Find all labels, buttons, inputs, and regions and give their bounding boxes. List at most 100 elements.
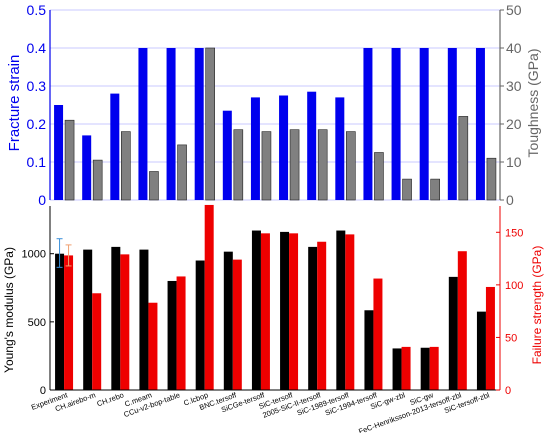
fracture-strain-bar [166,48,176,200]
failure-strength-bar [345,234,355,390]
fracture-strain-bar [335,97,345,200]
fracture-strain-bar [363,48,373,200]
youngs-modulus-bar [167,280,177,390]
toughness-bar [289,129,300,201]
youngs-modulus-bar [251,230,261,390]
fracture-strain-bar [279,95,289,200]
failure-strength-bar [289,233,299,390]
failure-strength-bar [120,254,130,390]
youngs-modulus-bar [392,348,402,390]
youngs-modulus-bar [336,230,346,390]
bottom-left-tick-label: 0 [40,385,46,397]
failure-strength-bar [148,302,158,390]
bottom-axes [49,206,501,391]
top-axes [49,10,501,200]
fracture-strain-bar [475,48,485,200]
toughness-bar [92,159,103,201]
failure-strength-bar [260,233,270,390]
top-left-tick-label: 0.2 [27,116,47,132]
bottom-right-axis-label: Failure strength (GPa) [530,246,544,365]
bottom-chart: 0 500 1000 0 50 100 150 ExperimentCH.airebo-m… [2,204,544,433]
toughness-bar [149,171,159,201]
failure-strength-bar [232,259,242,390]
toughness-bar [430,178,440,201]
toughness-bar [261,131,272,201]
fracture-strain-bar [54,105,64,200]
top-left-tick-labels: 0 0.1 0.2 0.3 0.4 0.5 [27,2,47,208]
fracture-strain-bar [138,48,148,200]
youngs-modulus-bar [448,276,458,390]
toughness-bar [64,119,75,201]
youngs-modulus-bar [223,251,233,390]
failure-strength-bar [429,346,439,390]
toughness-bar [121,131,131,201]
youngs-modulus-bar [111,246,121,390]
toughness-bar [205,47,215,201]
toughness-bar [486,157,497,201]
top-left-tick-label: 0 [38,192,46,208]
youngs-modulus-bar [139,249,149,390]
bottom-right-tick-label: 0 [505,385,511,397]
top-right-tick-label: 40 [506,40,522,56]
fracture-strain-bar [82,135,92,200]
failure-strength-bar [176,276,186,390]
fracture-strain-bar [447,48,457,200]
failure-strength-bar [64,255,74,390]
bottom-errorbars [56,238,72,268]
fracture-strain-bar [250,97,260,200]
youngs-modulus-bar [280,231,290,390]
bottom-left-tick-label: 500 [28,317,46,329]
bottom-left-axis-label: Young's modulus (GPa) [2,247,16,373]
toughness-bar [402,178,412,201]
bottom-right-tick-label: 50 [505,332,517,344]
top-bars [54,47,497,201]
top-left-tick-label: 0.5 [27,2,47,18]
failure-strength-bar [401,346,411,390]
category-labels: ExperimentCH.airebo-mCH.reboC.meamCCu-v2… [30,390,491,433]
failure-strength-bar [485,286,495,390]
youngs-modulus-bar [308,246,318,390]
youngs-modulus-bar [83,249,93,390]
failure-strength-bar [457,251,467,390]
bottom-left-tick-label: 1000 [22,249,46,261]
youngs-modulus-bar [420,347,430,390]
fracture-strain-bar [110,93,120,200]
top-right-tick-label: 10 [506,154,522,170]
toughness-bar [458,116,469,201]
category-tick-label: CH.rebo [96,390,125,408]
fracture-strain-bar [194,48,204,200]
toughness-bar [374,152,384,201]
failure-strength-bar [92,293,102,390]
top-right-axis-label: Toughness (GPa) [525,49,541,158]
top-left-tick-label: 0.4 [27,40,47,56]
top-right-tick-label: 20 [506,116,522,132]
toughness-bar [317,129,328,201]
fracture-strain-bar [222,110,232,200]
bottom-right-tick-label: 150 [505,227,523,239]
top-left-tick-label: 0.3 [27,78,47,94]
youngs-modulus-bar [195,260,205,390]
bottom-left-tick-labels: 0 500 1000 [22,249,54,397]
bottom-right-tick-labels: 0 50 100 150 [496,227,523,397]
toughness-bar [233,129,244,201]
toughness-bar [346,131,356,201]
fracture-strain-bar [391,48,401,200]
failure-strength-bar [317,241,327,390]
youngs-modulus-bar [364,310,374,390]
bottom-right-tick-label: 100 [505,280,523,292]
fracture-strain-bar [307,91,317,200]
youngs-modulus-bar [476,311,486,390]
top-right-tick-label: 30 [506,78,522,94]
top-right-tick-label: 0 [506,192,514,208]
bottom-bars [55,204,495,390]
top-right-tick-labels: 0 10 20 30 40 50 [500,2,522,208]
top-left-axis-label: Fracture strain [6,55,23,152]
failure-strength-bar [204,204,214,390]
top-right-tick-label: 50 [506,2,522,18]
fracture-strain-bar [419,48,429,200]
youngs-modulus-bar [55,253,65,390]
failure-strength-bar [373,278,383,390]
top-left-tick-label: 0.1 [27,154,47,170]
top-chart: 0 0.1 0.2 0.3 0.4 0.5 0 10 20 30 40 50 Fracture st… [6,2,541,208]
